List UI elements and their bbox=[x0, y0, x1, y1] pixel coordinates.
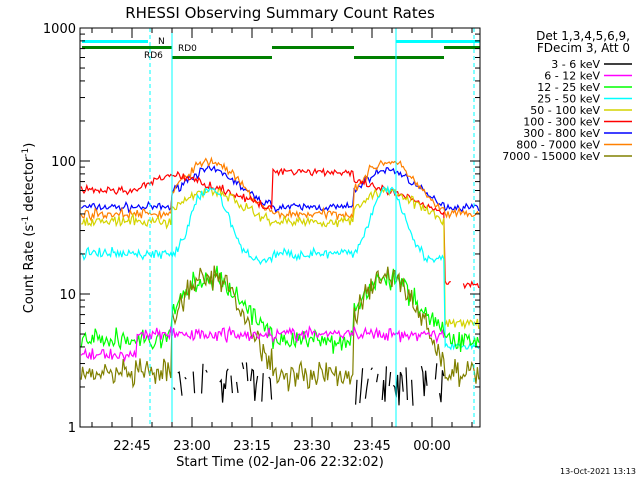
x-tick-label: 23:15 bbox=[233, 439, 270, 454]
series-line bbox=[80, 265, 480, 354]
flag-bar-rd0 bbox=[272, 46, 354, 49]
y-tick-label: 10 bbox=[59, 288, 76, 303]
x-tick-label: 23:45 bbox=[353, 439, 390, 454]
chart-title: RHESSI Observing Summary Count Rates bbox=[125, 4, 435, 22]
legend: Det 1,3,4,5,6,9, FDecim 3, Att 0 3 - 6 k… bbox=[502, 29, 632, 163]
y-tick-label: 100 bbox=[51, 155, 76, 170]
flag-bar-n bbox=[396, 40, 480, 43]
legend-label: 50 - 100 keV bbox=[530, 104, 600, 117]
x-tick-label: 22:45 bbox=[113, 439, 150, 454]
flag-bar-rd0 bbox=[82, 46, 172, 49]
plot-area: N RD0 RD6 bbox=[80, 28, 480, 427]
flag-bar-rd0 bbox=[444, 46, 480, 49]
legend-header-2: FDecim 3, Att 0 bbox=[537, 41, 630, 55]
y-axis-label: Count Rate (s-1 detector-1) bbox=[21, 143, 37, 314]
legend-label: 800 - 7000 keV bbox=[516, 139, 600, 152]
flag-bar-rd6 bbox=[172, 56, 272, 59]
flag-bar-rd6 bbox=[354, 56, 444, 59]
plot-frame bbox=[79, 27, 481, 428]
flag-label-rd6: RD6 bbox=[144, 51, 163, 61]
legend-label: 300 - 800 keV bbox=[523, 127, 600, 140]
legend-label: 6 - 12 keV bbox=[544, 70, 600, 83]
series-line bbox=[80, 156, 480, 222]
flag-label-rd0: RD0 bbox=[178, 44, 197, 54]
legend-label: 100 - 300 keV bbox=[523, 116, 600, 129]
flag-label-n: N bbox=[158, 37, 165, 47]
series-line bbox=[80, 184, 480, 351]
x-tick-label: 23:00 bbox=[173, 439, 210, 454]
timestamp: 13-Oct-2021 13:13 bbox=[560, 467, 636, 476]
series-line bbox=[80, 163, 480, 214]
legend-label: 3 - 6 keV bbox=[551, 58, 600, 71]
series-line bbox=[80, 265, 480, 392]
series-line bbox=[81, 187, 480, 330]
x-tick-label: 23:30 bbox=[293, 439, 330, 454]
series-line bbox=[80, 325, 445, 363]
legend-header-1: Det 1,3,4,5,6,9, bbox=[536, 29, 630, 43]
legend-label: 7000 - 15000 keV bbox=[502, 150, 600, 163]
y-axis: 1 10 100 1000 bbox=[43, 22, 480, 436]
y-tick-label: 1 bbox=[68, 421, 76, 436]
series-line bbox=[173, 362, 445, 406]
x-axis: 22:45 23:00 23:15 23:30 23:45 00:00 bbox=[91, 28, 473, 454]
x-tick-label: 00:00 bbox=[413, 439, 450, 454]
legend-label: 12 - 25 keV bbox=[537, 81, 600, 94]
flag-bar-n bbox=[82, 40, 148, 43]
legend-label: 25 - 50 keV bbox=[537, 93, 600, 106]
x-axis-label: Start Time (02-Jan-06 22:32:02) bbox=[176, 455, 384, 470]
y-tick-label: 1000 bbox=[43, 22, 76, 37]
